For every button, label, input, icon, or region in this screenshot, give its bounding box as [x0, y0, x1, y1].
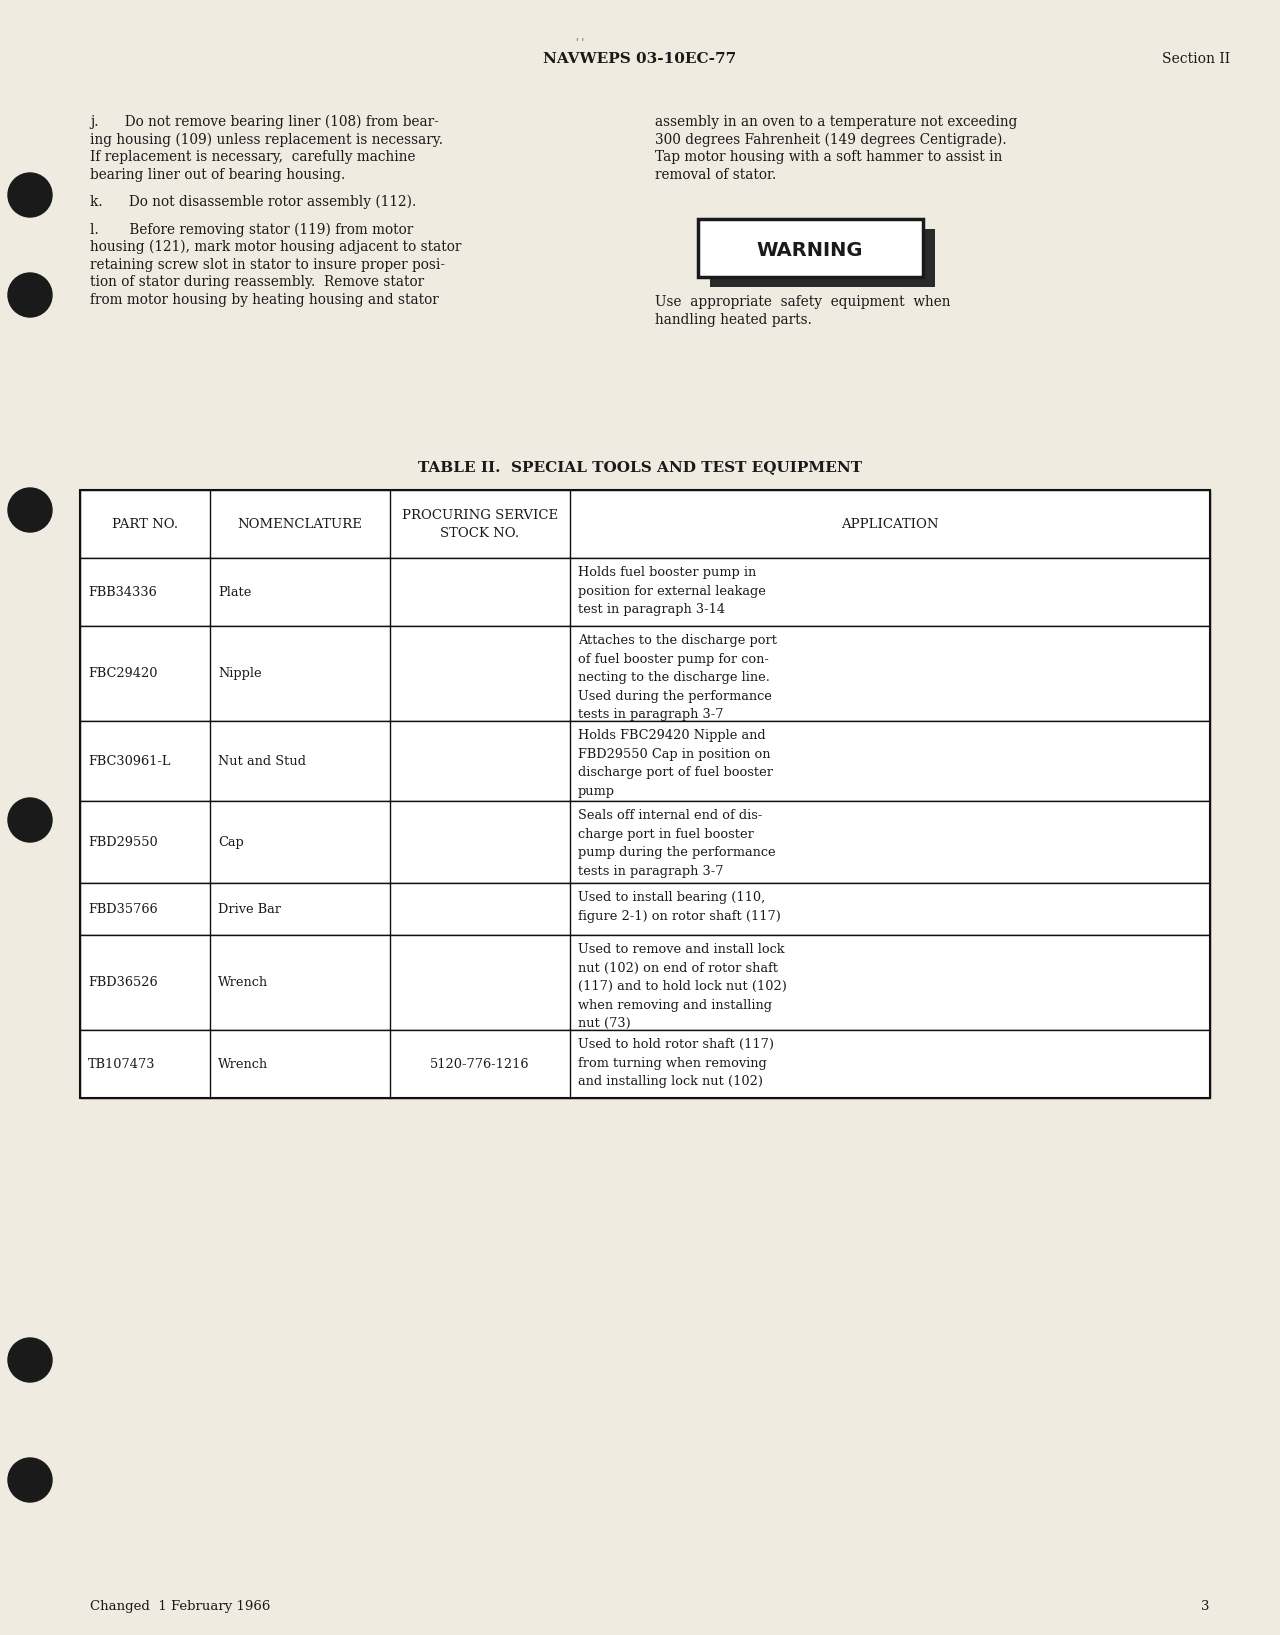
- Text: 5120-776-1216: 5120-776-1216: [430, 1058, 530, 1071]
- Text: WARNING: WARNING: [756, 240, 863, 260]
- Text: TB107473: TB107473: [88, 1058, 155, 1071]
- Text: 3: 3: [1202, 1601, 1210, 1614]
- Text: FBB34336: FBB34336: [88, 585, 156, 598]
- Text: Holds fuel booster pump in
position for external leakage
test in paragraph 3-14: Holds fuel booster pump in position for …: [579, 566, 765, 616]
- Text: assembly in an oven to a temperature not exceeding: assembly in an oven to a temperature not…: [655, 114, 1018, 129]
- Text: Attaches to the discharge port
of fuel booster pump for con-
necting to the disc: Attaches to the discharge port of fuel b…: [579, 634, 777, 721]
- Text: PART NO.: PART NO.: [111, 518, 178, 530]
- Text: k.      Do not disassemble rotor assembly (112).: k. Do not disassemble rotor assembly (11…: [90, 195, 416, 209]
- Circle shape: [8, 798, 52, 842]
- Text: Nipple: Nipple: [218, 667, 261, 680]
- Text: retaining screw slot in stator to insure proper posi-: retaining screw slot in stator to insure…: [90, 257, 445, 271]
- Text: If replacement is necessary,  carefully machine: If replacement is necessary, carefully m…: [90, 150, 416, 164]
- Bar: [79, 490, 1210, 558]
- Circle shape: [8, 273, 52, 317]
- Text: Section II: Section II: [1162, 52, 1230, 65]
- Text: Wrench: Wrench: [218, 1058, 268, 1071]
- Bar: [698, 219, 923, 276]
- Text: Used to remove and install lock
nut (102) on end of rotor shaft
(117) and to hol: Used to remove and install lock nut (102…: [579, 943, 787, 1030]
- Text: Nut and Stud: Nut and Stud: [218, 754, 306, 767]
- Bar: [79, 721, 1210, 801]
- Bar: [79, 558, 1210, 626]
- Circle shape: [8, 1337, 52, 1382]
- Text: housing (121), mark motor housing adjacent to stator: housing (121), mark motor housing adjace…: [90, 240, 461, 255]
- Text: ing housing (109) unless replacement is necessary.: ing housing (109) unless replacement is …: [90, 132, 443, 147]
- Text: PROCURING SERVICE
STOCK NO.: PROCURING SERVICE STOCK NO.: [402, 508, 558, 540]
- Text: APPLICATION: APPLICATION: [841, 518, 938, 530]
- Text: tion of stator during reassembly.  Remove stator: tion of stator during reassembly. Remove…: [90, 275, 424, 289]
- Text: Holds FBC29420 Nipple and
FBD29550 Cap in position on
discharge port of fuel boo: Holds FBC29420 Nipple and FBD29550 Cap i…: [579, 729, 773, 798]
- Text: Wrench: Wrench: [218, 976, 268, 989]
- Text: bearing liner out of bearing housing.: bearing liner out of bearing housing.: [90, 167, 346, 181]
- Text: NAVWEPS 03-10EC-77: NAVWEPS 03-10EC-77: [544, 52, 736, 65]
- Bar: [79, 935, 1210, 1030]
- Text: FBD36526: FBD36526: [88, 976, 157, 989]
- Text: TABLE II.  SPECIAL TOOLS AND TEST EQUIPMENT: TABLE II. SPECIAL TOOLS AND TEST EQUIPME…: [419, 459, 861, 474]
- Text: removal of stator.: removal of stator.: [655, 167, 776, 181]
- Text: from motor housing by heating housing and stator: from motor housing by heating housing an…: [90, 293, 439, 306]
- Bar: [79, 626, 1210, 721]
- Circle shape: [8, 487, 52, 531]
- Text: ' ': ' ': [576, 38, 584, 47]
- Text: Use  appropriate  safety  equipment  when: Use appropriate safety equipment when: [655, 294, 951, 309]
- Text: Changed  1 February 1966: Changed 1 February 1966: [90, 1601, 270, 1614]
- Text: Drive Bar: Drive Bar: [218, 903, 282, 916]
- Polygon shape: [709, 229, 934, 288]
- Text: Plate: Plate: [218, 585, 251, 598]
- Text: FBC29420: FBC29420: [88, 667, 157, 680]
- Text: Seals off internal end of dis-
charge port in fuel booster
pump during the perfo: Seals off internal end of dis- charge po…: [579, 809, 776, 878]
- Text: l.       Before removing stator (119) from motor: l. Before removing stator (119) from mot…: [90, 222, 413, 237]
- Bar: [79, 801, 1210, 883]
- Text: Used to hold rotor shaft (117)
from turning when removing
and installing lock nu: Used to hold rotor shaft (117) from turn…: [579, 1038, 774, 1087]
- Text: 300 degrees Fahrenheit (149 degrees Centigrade).: 300 degrees Fahrenheit (149 degrees Cent…: [655, 132, 1006, 147]
- Text: j.      Do not remove bearing liner (108) from bear-: j. Do not remove bearing liner (108) fro…: [90, 114, 439, 129]
- Text: Cap: Cap: [218, 835, 243, 849]
- Text: NOMENCLATURE: NOMENCLATURE: [238, 518, 362, 530]
- Text: Used to install bearing (110,
figure 2-1) on rotor shaft (117): Used to install bearing (110, figure 2-1…: [579, 891, 781, 922]
- Bar: [79, 883, 1210, 935]
- Circle shape: [8, 1458, 52, 1503]
- Text: FBC30961-L: FBC30961-L: [88, 754, 170, 767]
- Bar: [79, 490, 1210, 1099]
- Text: FBD29550: FBD29550: [88, 835, 157, 849]
- Text: Tap motor housing with a soft hammer to assist in: Tap motor housing with a soft hammer to …: [655, 150, 1002, 164]
- Bar: [79, 1030, 1210, 1099]
- Text: FBD35766: FBD35766: [88, 903, 157, 916]
- Circle shape: [8, 173, 52, 217]
- Text: handling heated parts.: handling heated parts.: [655, 312, 812, 327]
